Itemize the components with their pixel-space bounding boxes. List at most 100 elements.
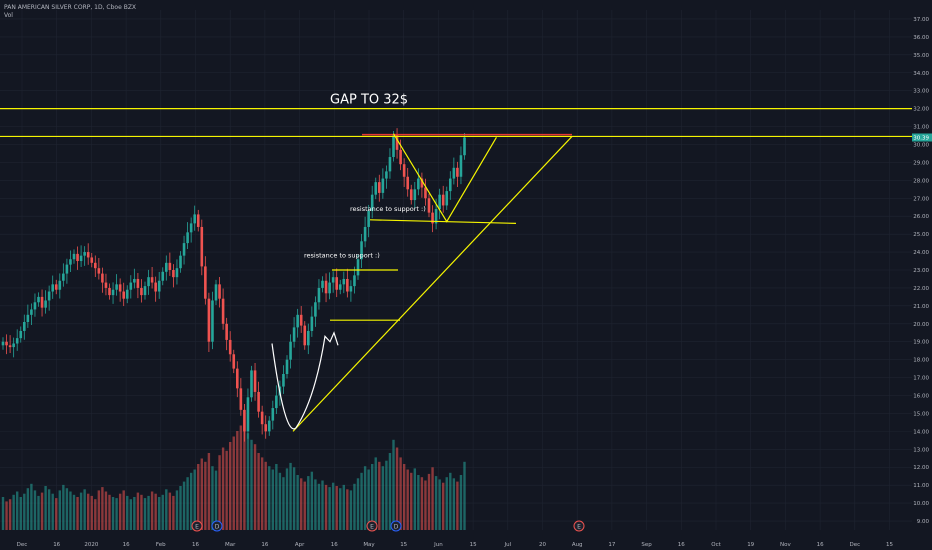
candles[interactable] [1,128,466,442]
candle-body[interactable] [221,298,225,324]
double-top-path[interactable] [392,133,497,223]
candle-body[interactable] [228,339,232,355]
candle-body[interactable] [285,359,289,374]
candle-body[interactable] [260,411,264,425]
candle-body[interactable] [236,368,239,389]
event-badge[interactable] [191,520,203,532]
candle-body[interactable] [26,314,30,322]
candle-body[interactable] [44,300,47,308]
candle-body[interactable] [381,178,385,193]
candle-body[interactable] [168,262,172,270]
candle-body[interactable] [253,370,257,392]
candle-body[interactable] [463,137,466,156]
candle-body[interactable] [417,178,420,190]
candle-body[interactable] [186,232,189,244]
candle-body[interactable] [211,300,214,342]
candle-body[interactable] [257,391,260,412]
candle-body[interactable] [303,325,307,346]
candle-body[interactable] [51,284,54,292]
candle-body[interactable] [271,408,275,421]
candle-body[interactable] [143,286,147,296]
event-badge[interactable] [390,520,402,532]
candle-body[interactable] [267,420,271,432]
candle-body[interactable] [385,171,388,179]
candle-body[interactable] [12,343,15,348]
candle-body[interactable] [275,395,278,409]
candle-body[interactable] [69,259,72,265]
candle-body[interactable] [317,287,321,303]
candle-body[interactable] [58,280,62,290]
candle-body[interactable] [424,187,427,199]
candle-body[interactable] [122,291,125,299]
candle-body[interactable] [111,289,115,296]
candle-body[interactable] [161,271,165,281]
candle-body[interactable] [125,289,129,299]
candle-body[interactable] [321,280,324,288]
candle-body[interactable] [86,252,90,258]
candle-body[interactable] [76,253,79,262]
candle-body[interactable] [200,226,204,267]
candle-body[interactable] [342,278,346,285]
candle-body[interactable] [349,286,353,292]
candle-body[interactable] [449,178,452,192]
candle-body[interactable] [207,298,211,342]
candle-body[interactable] [441,194,445,206]
candle-body[interactable] [94,262,97,269]
candle-body[interactable] [360,241,363,260]
candle-body[interactable] [409,189,413,201]
candle-body[interactable] [157,280,161,292]
candle-body[interactable] [431,212,434,224]
candle-body[interactable] [1,341,5,346]
candle-body[interactable] [346,278,349,292]
price-axis[interactable]: 9.00 10.00 11.00 12.00 13.00 14.00 15.00 16.00 1… [912,0,932,550]
time-axis[interactable]: Dec 16 2020 16 Feb 16 Mar 16 Apr 16 May 15 Jun 15 Jul 2… [0,536,932,550]
candle-body[interactable] [179,255,182,269]
support-line-3[interactable] [369,219,517,224]
candle-body[interactable] [438,194,441,210]
candle-body[interactable] [395,135,399,150]
candle-body[interactable] [204,266,207,299]
candle-body[interactable] [54,284,58,290]
candle-body[interactable] [104,282,108,288]
candle-body[interactable] [243,409,246,432]
candle-body[interactable] [246,397,250,432]
ascending-trendline[interactable] [292,136,573,432]
event-badge[interactable] [366,520,378,532]
candle-body[interactable] [331,277,335,283]
candle-body[interactable] [370,194,374,211]
symbol-title[interactable]: PAN AMERICAN SILVER CORP, 1D, Cboe BZX [4,4,137,11]
candle-body[interactable] [101,273,104,283]
candle-body[interactable] [40,296,44,308]
candle-body[interactable] [307,330,310,346]
candle-body[interactable] [19,330,23,339]
candle-body[interactable] [37,296,40,303]
candle-body[interactable] [214,284,218,301]
candle-body[interactable] [129,282,133,290]
candle-body[interactable] [65,264,69,274]
candle-body[interactable] [392,135,395,158]
candle-body[interactable] [15,338,19,344]
cup-curve[interactable] [271,331,339,430]
event-badge[interactable] [573,520,585,532]
candle-body[interactable] [172,270,175,278]
candle-body[interactable] [445,191,449,206]
candle-body[interactable] [328,282,331,294]
candle-body[interactable] [189,223,193,233]
candle-body[interactable] [218,284,221,299]
candle-body[interactable] [406,176,409,190]
candle-body[interactable] [310,316,314,331]
candle-body[interactable] [420,178,424,188]
candle-body[interactable] [378,182,381,193]
candle-body[interactable] [459,155,463,177]
candle-body[interactable] [225,323,228,340]
candle-body[interactable] [388,157,392,172]
candle-body[interactable] [154,282,157,292]
candle-body[interactable] [97,268,101,274]
candle-body[interactable] [413,189,417,201]
candle-body[interactable] [367,210,370,227]
candle-body[interactable] [356,259,360,276]
candle-body[interactable] [196,214,200,227]
candle-body[interactable] [90,257,94,263]
candle-body[interactable] [324,280,328,294]
